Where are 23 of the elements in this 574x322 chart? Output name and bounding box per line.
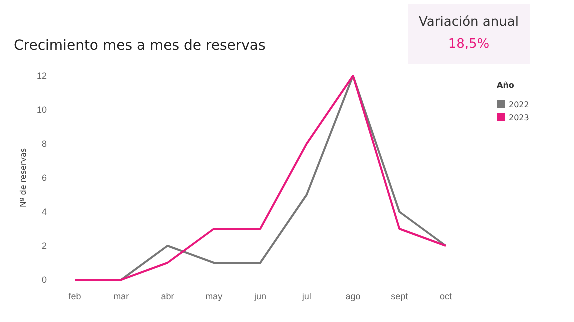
- x-tick-label: ago: [346, 291, 361, 302]
- y-tick-label: 2: [42, 240, 47, 251]
- x-tick-label: may: [206, 291, 224, 302]
- x-tick-label: feb: [68, 291, 82, 302]
- legend-label: 2023: [509, 114, 530, 122]
- y-tick-label: 8: [42, 138, 47, 149]
- y-tick-label: 10: [36, 104, 47, 115]
- y-tick-label: 12: [36, 70, 47, 81]
- x-tick-label: jul: [301, 291, 312, 302]
- legend-label: 2022: [509, 100, 530, 110]
- x-tick-label: oct: [440, 291, 452, 302]
- y-tick-label: 0: [42, 274, 47, 285]
- y-tick-label: 4: [42, 206, 47, 217]
- legend-title: Año: [497, 81, 515, 90]
- text: 18,5%: [448, 37, 490, 52]
- text: Variación anual: [419, 15, 519, 30]
- y-tick-label: 6: [42, 172, 47, 183]
- x-tick-label: jun: [253, 291, 267, 302]
- x-tick-label: abr: [161, 291, 174, 302]
- x-tick-label: sept: [391, 291, 409, 302]
- chart-title: Crecimiento mes a mes de reservas: [14, 38, 266, 54]
- y-axis-title: Nº de reservas: [19, 148, 28, 208]
- x-tick-label: mar: [114, 291, 130, 302]
